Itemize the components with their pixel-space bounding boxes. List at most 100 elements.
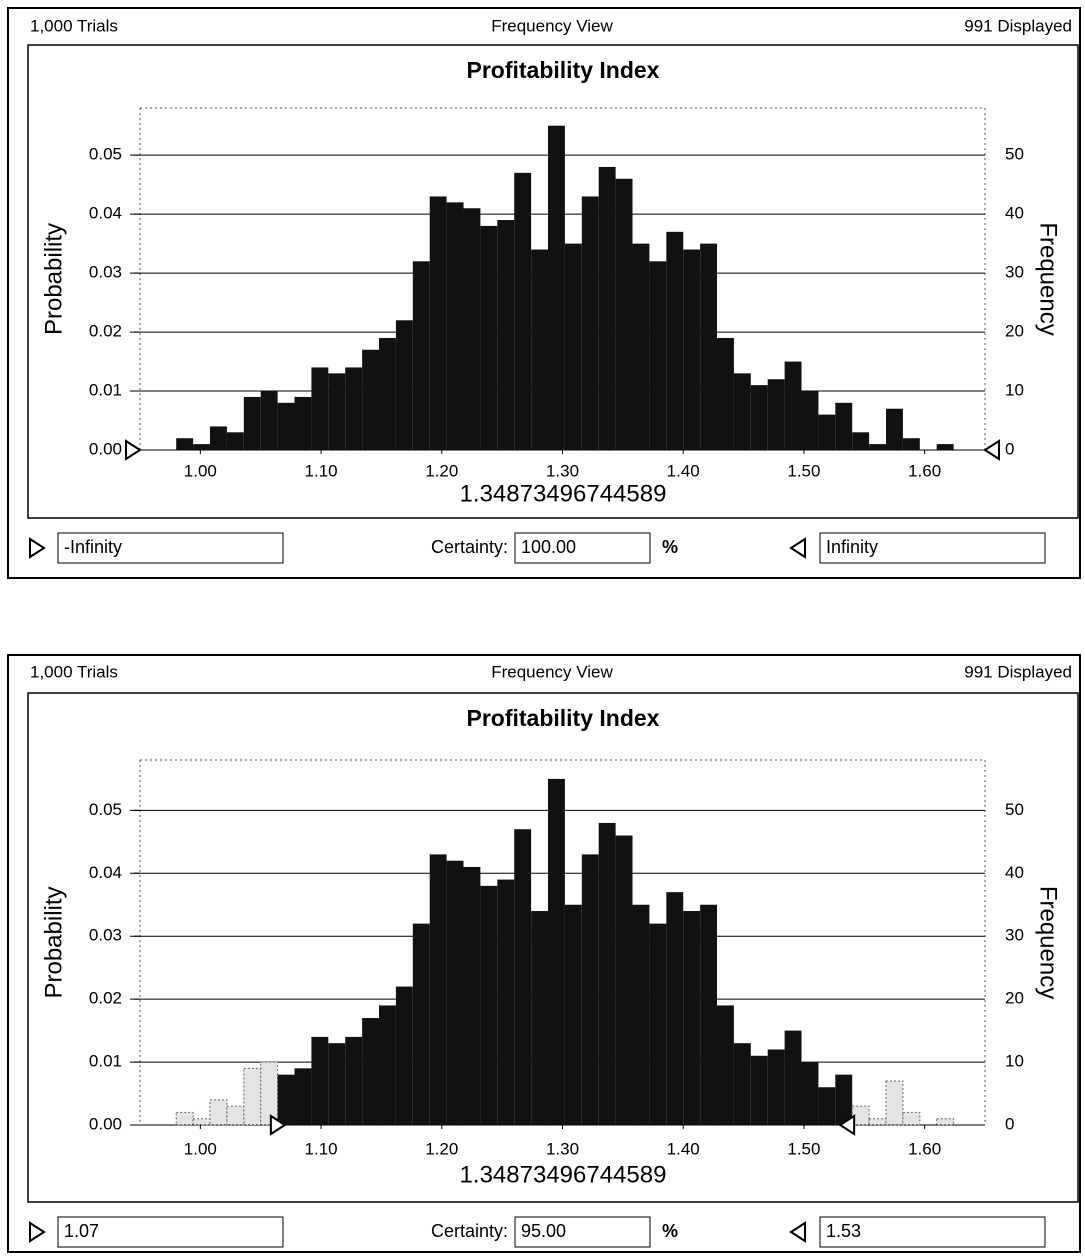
histogram-bar [311, 367, 328, 450]
y2-tick-label: 30 [1005, 263, 1024, 282]
histogram-bar [176, 1112, 193, 1125]
histogram-bar [311, 1037, 328, 1125]
histogram-bar [345, 367, 362, 450]
histogram-bar [480, 226, 497, 450]
histogram-bar [700, 244, 717, 450]
x-tick-label: 1.00 [184, 461, 217, 480]
histogram-bar [734, 1043, 751, 1125]
histogram-bar [734, 373, 751, 450]
y-tick-label: 0.02 [89, 322, 122, 341]
histogram-bar [328, 373, 345, 450]
chart-title: Profitability Index [467, 705, 660, 731]
upper-arrow[interactable] [791, 1223, 805, 1241]
x-axis-label: 1.34873496744589 [460, 1161, 667, 1188]
histogram-bar [616, 836, 633, 1125]
y-tick-label: 0.02 [89, 989, 122, 1008]
histogram-bar [869, 444, 886, 450]
histogram-bar [751, 1056, 768, 1125]
histogram-bar [464, 208, 481, 450]
histogram-bar [565, 905, 582, 1125]
histogram-bar [413, 924, 430, 1125]
histogram-bar [413, 261, 430, 450]
certainty-value: 95.00 [521, 1221, 566, 1241]
histogram-bar [227, 1106, 244, 1125]
histogram-bar [497, 880, 514, 1125]
y-tick-label: 0.05 [89, 800, 122, 819]
x-tick-label: 1.40 [667, 461, 700, 480]
histogram-bar [785, 362, 802, 450]
histogram-bar [396, 987, 413, 1125]
histogram-bar [599, 167, 616, 450]
y2-tick-label: 40 [1005, 863, 1024, 882]
histogram-bar [683, 911, 700, 1125]
histogram-bar [295, 397, 312, 450]
lower-arrow[interactable] [30, 539, 44, 557]
histogram-bar [480, 886, 497, 1125]
x-tick-label: 1.10 [305, 461, 338, 480]
screen: 1,000 TrialsFrequency View991 DisplayedP… [0, 0, 1085, 1257]
view-name: Frequency View [491, 662, 613, 681]
histogram-bar [345, 1037, 362, 1125]
y2-tick-label: 40 [1005, 204, 1024, 223]
x-tick-label: 1.20 [425, 1139, 458, 1158]
histogram-bar [886, 409, 903, 450]
y-tick-label: 0.05 [89, 145, 122, 164]
histogram-bar [362, 350, 379, 450]
upper-arrow[interactable] [791, 539, 805, 557]
histogram-bar [565, 244, 582, 450]
histogram-bar [649, 924, 666, 1125]
y-axis-label: Probability [40, 223, 67, 335]
histogram-bar [683, 250, 700, 450]
trials-count: 1,000 Trials [30, 16, 118, 35]
y-tick-label: 0.04 [89, 863, 122, 882]
histogram-bar [497, 220, 514, 450]
y-tick-label: 0.00 [89, 439, 122, 458]
upper-value: Infinity [826, 537, 878, 557]
histogram-bar [278, 403, 295, 450]
histogram-bar [751, 385, 768, 450]
histogram-bar [633, 905, 650, 1125]
histogram-bar [447, 202, 464, 450]
histogram-bar [835, 1075, 852, 1125]
y2-tick-label: 10 [1005, 1052, 1024, 1071]
histogram-bar [464, 867, 481, 1125]
histogram-bar [244, 397, 261, 450]
histogram-bar [261, 1062, 278, 1125]
certainty-label: Certainty: [431, 537, 508, 557]
lower-value: -Infinity [64, 537, 122, 557]
histogram-bar [261, 391, 278, 450]
y2-axis-label: Frequency [1035, 222, 1062, 335]
x-axis-label: 1.34873496744589 [460, 480, 667, 507]
histogram-bar [633, 244, 650, 450]
certainty-label: Certainty: [431, 1221, 508, 1241]
histogram-bar [210, 426, 227, 450]
histogram-bar [903, 1112, 920, 1125]
y2-tick-label: 0 [1005, 439, 1014, 458]
x-tick-label: 1.20 [425, 461, 458, 480]
histogram-bar [717, 1005, 734, 1125]
upper-value: 1.53 [826, 1221, 861, 1241]
x-tick-label: 1.10 [305, 1139, 338, 1158]
histogram-bar [514, 173, 531, 450]
histogram-bar [362, 1018, 379, 1125]
y2-tick-label: 10 [1005, 381, 1024, 400]
lower-arrow[interactable] [30, 1223, 44, 1241]
histogram-bar [379, 1005, 396, 1125]
histogram-bar [937, 1119, 954, 1125]
histogram-bar [548, 779, 565, 1125]
x-tick-label: 1.30 [546, 461, 579, 480]
histogram-bar [176, 438, 193, 450]
histogram-bar [328, 1043, 345, 1125]
x-tick-label: 1.40 [667, 1139, 700, 1158]
histogram-bar [835, 403, 852, 450]
histogram-bar [802, 391, 819, 450]
histogram-bar [785, 1031, 802, 1125]
chart-title: Profitability Index [467, 57, 660, 83]
certainty-value: 100.00 [521, 537, 576, 557]
histogram-bar [616, 179, 633, 450]
y2-tick-label: 0 [1005, 1114, 1014, 1133]
x-tick-label: 1.00 [184, 1139, 217, 1158]
histogram-bar [531, 911, 548, 1125]
histogram-bar [666, 232, 683, 450]
histogram-bar [649, 261, 666, 450]
